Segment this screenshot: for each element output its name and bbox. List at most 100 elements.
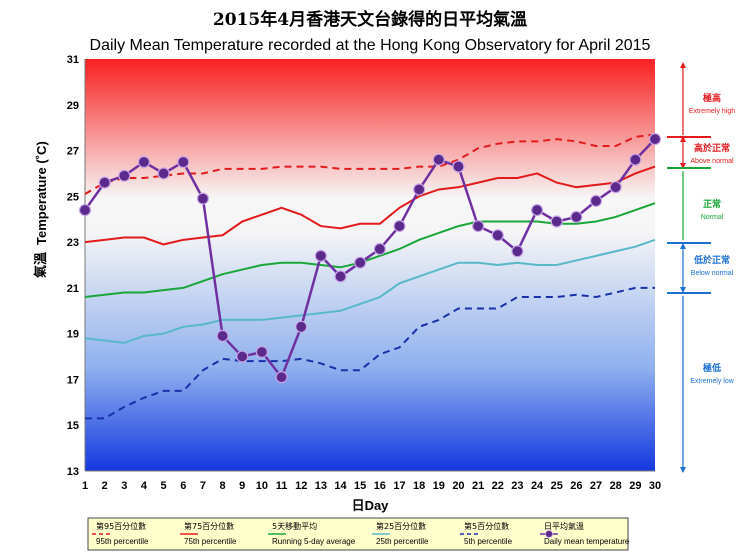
x-tick-label: 7 bbox=[200, 480, 206, 492]
x-tick-label: 10 bbox=[256, 480, 268, 492]
x-tick-label: 24 bbox=[531, 480, 544, 492]
legend-marker bbox=[545, 530, 553, 538]
legend-label-cn: 第75百分位數 bbox=[184, 521, 234, 531]
category-normal-en: Normal bbox=[701, 214, 724, 221]
legend-label-cn: 日平均氣溫 bbox=[544, 521, 584, 531]
x-tick-label: 28 bbox=[610, 480, 622, 492]
x-tick-label: 8 bbox=[220, 480, 226, 492]
category-above-normal-cn: 高於正常 bbox=[694, 142, 730, 154]
y-tick-label: 23 bbox=[67, 237, 79, 249]
data-point bbox=[177, 155, 190, 169]
category-extremely-low-en: Extremely low bbox=[690, 378, 735, 385]
y-tick-label: 13 bbox=[67, 466, 79, 478]
x-tick-label: 15 bbox=[354, 480, 366, 492]
series-line-25th-percentile bbox=[84, 238, 656, 344]
x-tick-label: 21 bbox=[472, 480, 484, 492]
data-point bbox=[452, 160, 465, 173]
y-tick-label: 27 bbox=[67, 146, 79, 158]
y-tick-label: 15 bbox=[67, 420, 79, 432]
data-point bbox=[511, 245, 524, 258]
legend-label-cn: 第25百分位數 bbox=[376, 521, 426, 531]
data-point bbox=[118, 169, 131, 182]
data-point bbox=[373, 242, 386, 256]
data-point bbox=[491, 229, 504, 242]
data-point bbox=[629, 153, 642, 166]
x-tick-label: 18 bbox=[413, 480, 425, 492]
data-point bbox=[648, 133, 662, 146]
x-tick-label: 25 bbox=[551, 480, 563, 492]
data-point bbox=[354, 256, 367, 269]
y-tick-label: 17 bbox=[67, 374, 79, 386]
y-tick-label: 19 bbox=[67, 329, 79, 341]
data-point bbox=[609, 181, 622, 194]
data-point bbox=[334, 270, 347, 283]
category-normal-cn: 正常 bbox=[703, 198, 721, 210]
data-point bbox=[589, 194, 603, 208]
y-tick-labels: 13 15 17 19 21 23 25 27 29 31 bbox=[67, 54, 79, 478]
series-layer bbox=[78, 133, 662, 420]
x-tick-label: 5 bbox=[161, 480, 167, 492]
data-point bbox=[216, 329, 229, 343]
data-point bbox=[275, 371, 288, 384]
data-point bbox=[78, 203, 92, 217]
data-point bbox=[98, 176, 111, 189]
y-axis-label-en: Temperature (˚C) bbox=[34, 141, 49, 245]
legend-label-en: 75th percentile bbox=[184, 537, 237, 546]
series-line-75th-percentile bbox=[84, 165, 656, 246]
x-tick-label: 1 bbox=[82, 480, 88, 492]
legend-label-en: 5th percentile bbox=[464, 537, 513, 546]
legend-label-cn: 第95百分位數 bbox=[96, 521, 146, 531]
data-point bbox=[295, 320, 308, 333]
category-scale: 極高 Extremely high 高於正常 Above normal 正常 N… bbox=[667, 62, 735, 473]
y-axis-label-cn: 氣溫 bbox=[33, 252, 48, 278]
legend-label-en: 95th percentile bbox=[96, 537, 149, 546]
legend-label-en: Running 5-day average bbox=[272, 537, 356, 546]
data-point bbox=[393, 219, 406, 233]
x-tick-label: 6 bbox=[180, 480, 186, 492]
data-point bbox=[530, 203, 544, 217]
y-tick-label: 21 bbox=[67, 283, 79, 295]
chart-title: 2015年4月香港天文台錄得的日平均氣溫 bbox=[213, 9, 527, 30]
data-point bbox=[255, 345, 268, 359]
data-point bbox=[550, 215, 563, 228]
x-tick-label: 16 bbox=[374, 480, 386, 492]
legend-label-cn: 5天移動平均 bbox=[272, 521, 317, 531]
category-extremely-high-cn: 極高 bbox=[702, 92, 721, 104]
legend-label-en: Daily mean temperature bbox=[544, 537, 630, 546]
legend-label-en: 25th percentile bbox=[376, 537, 429, 546]
data-point bbox=[432, 153, 445, 166]
series-line-5th-percentile bbox=[85, 286, 655, 420]
category-extremely-low-cn: 極低 bbox=[702, 362, 721, 374]
x-tick-label: 29 bbox=[629, 480, 641, 492]
data-point bbox=[413, 183, 426, 196]
category-extremely-high-en: Extremely high bbox=[689, 108, 735, 115]
y-tick-label: 25 bbox=[67, 191, 79, 203]
legend-label-cn: 第5百分位數 bbox=[464, 521, 509, 531]
x-tick-label: 17 bbox=[393, 480, 405, 492]
y-tick-label: 31 bbox=[67, 54, 79, 66]
x-tick-label: 2 bbox=[102, 480, 108, 492]
data-point bbox=[137, 155, 151, 169]
x-tick-label: 12 bbox=[295, 480, 307, 492]
data-point bbox=[472, 219, 485, 233]
x-tick-label: 22 bbox=[492, 480, 504, 492]
legend: 第95百分位數 95th percentile 第75百分位數 75th percen… bbox=[87, 517, 630, 551]
data-point bbox=[314, 249, 327, 262]
data-point bbox=[236, 350, 249, 363]
x-axis-label: 日Day bbox=[352, 498, 390, 513]
x-tick-label: 19 bbox=[433, 480, 445, 492]
x-tick-label: 13 bbox=[315, 480, 327, 492]
x-tick-label: 11 bbox=[276, 480, 288, 492]
x-tick-label: 30 bbox=[649, 480, 661, 492]
category-below-normal-cn: 低於正常 bbox=[693, 254, 730, 266]
x-tick-label: 14 bbox=[334, 480, 347, 492]
data-point bbox=[570, 210, 583, 224]
data-point bbox=[196, 192, 210, 205]
x-tick-label: 3 bbox=[121, 480, 127, 492]
plot-background bbox=[85, 59, 655, 471]
series-line-95th-percentile bbox=[84, 133, 656, 195]
x-tick-label: 27 bbox=[590, 480, 602, 492]
chart-subtitle: Daily Mean Temperature recorded at the H… bbox=[90, 37, 651, 54]
legend-box bbox=[87, 517, 629, 551]
